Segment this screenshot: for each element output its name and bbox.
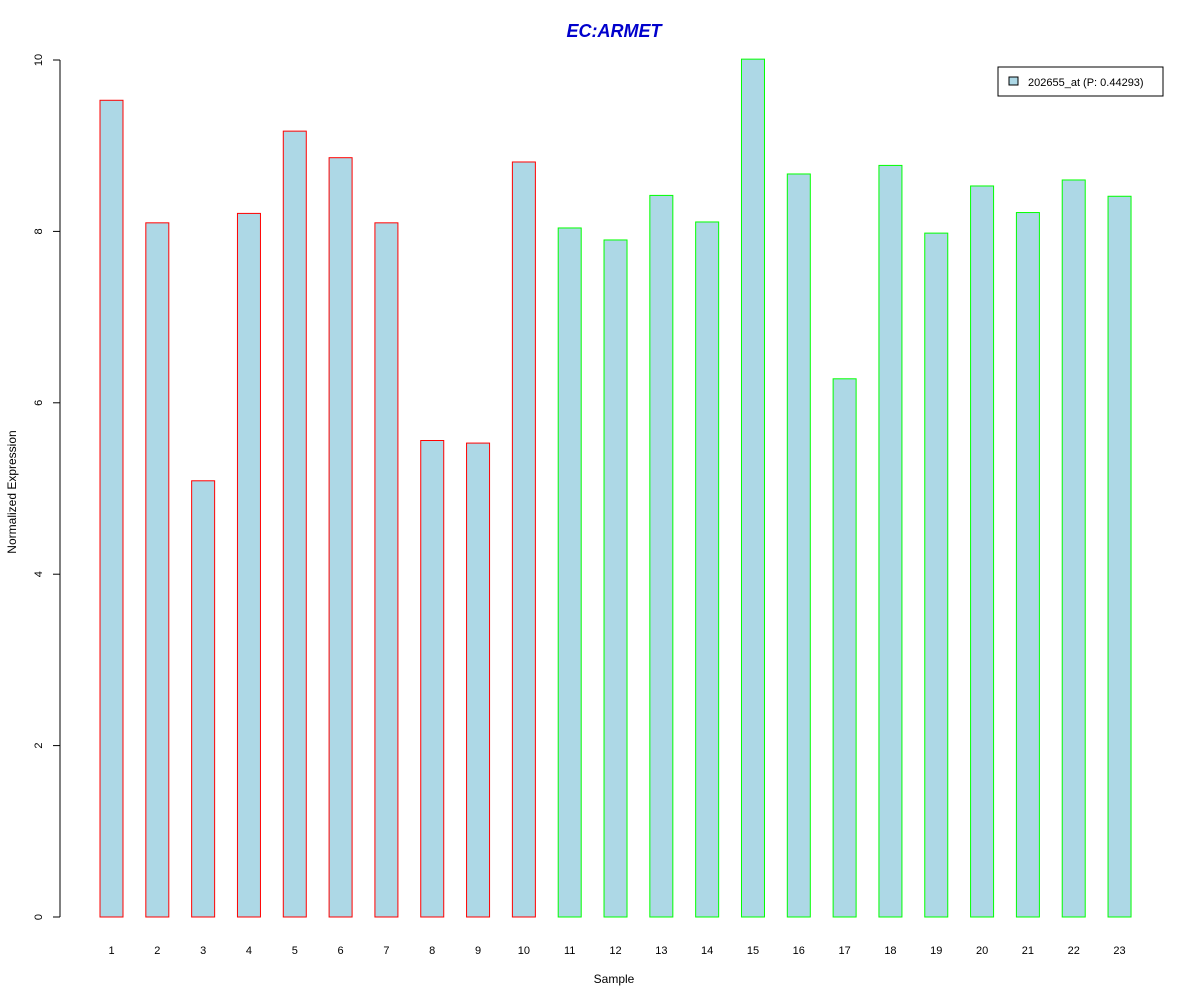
bar — [557, 227, 582, 918]
y-tick-label: 0 — [33, 914, 45, 920]
bar — [1107, 195, 1132, 918]
bar — [970, 185, 995, 918]
y-axis-title: Normalized Expression — [5, 430, 19, 553]
x-axis-title: Sample — [594, 972, 635, 986]
x-tick-label: 6 — [338, 945, 344, 957]
y-axis: 0 2 4 6 8 10 — [33, 54, 61, 920]
legend-swatch — [1008, 76, 1019, 86]
bar — [832, 378, 857, 918]
legend: 202655_at (P: 0.44293) — [997, 66, 1164, 97]
y-tick-label: 8 — [33, 228, 45, 234]
x-tick-label: 16 — [793, 945, 805, 957]
bar — [511, 161, 536, 918]
x-tick-label: 8 — [429, 945, 435, 957]
x-tick-label: 11 — [564, 945, 575, 957]
x-tick-label: 2 — [154, 945, 160, 957]
bar — [99, 99, 124, 918]
x-tick-label: 22 — [1068, 945, 1080, 957]
x-tick-labels: 1 2 3 4 5 6 7 8 9 10 11 12 13 14 15 16 17 18 19 20 21 22 23 — [108, 945, 1125, 957]
y-tick-label: 10 — [33, 54, 45, 66]
x-tick-label: 1 — [108, 945, 114, 957]
bar — [374, 222, 399, 918]
y-tick-label: 2 — [33, 743, 45, 749]
bar — [236, 212, 261, 918]
x-tick-label: 18 — [884, 945, 896, 957]
bar — [603, 239, 628, 918]
x-tick-label: 21 — [1022, 945, 1034, 957]
bar — [191, 480, 216, 918]
bar — [740, 58, 765, 918]
bar — [1061, 179, 1086, 918]
legend-label: 202655_at (P: 0.44293) — [1028, 77, 1144, 89]
x-tick-label: 17 — [838, 945, 850, 957]
bar — [924, 232, 949, 918]
y-tick-label: 6 — [33, 400, 45, 406]
bar — [878, 164, 903, 918]
x-tick-label: 14 — [701, 945, 713, 957]
chart-title: EC:ARMET — [567, 21, 664, 41]
bar — [786, 173, 811, 918]
x-tick-label: 3 — [200, 945, 206, 957]
x-tick-label: 5 — [292, 945, 298, 957]
bar — [420, 440, 445, 918]
x-tick-label: 9 — [475, 945, 481, 957]
bar — [145, 222, 170, 918]
y-tick-label: 4 — [33, 571, 45, 577]
x-tick-label: 15 — [747, 945, 759, 957]
x-tick-label: 19 — [930, 945, 942, 957]
x-tick-label: 10 — [518, 945, 530, 957]
bars — [99, 58, 1132, 918]
bar — [1015, 212, 1040, 918]
bar — [466, 442, 491, 918]
bar — [328, 157, 353, 918]
bar — [649, 194, 674, 918]
bar — [282, 130, 307, 918]
x-tick-label: 13 — [655, 945, 667, 957]
x-tick-label: 20 — [976, 945, 988, 957]
bar — [695, 221, 720, 918]
x-tick-label: 7 — [383, 945, 389, 957]
x-tick-label: 4 — [246, 945, 252, 957]
legend-box — [997, 66, 1164, 97]
x-tick-label: 23 — [1113, 945, 1125, 957]
x-tick-label: 12 — [609, 945, 621, 957]
